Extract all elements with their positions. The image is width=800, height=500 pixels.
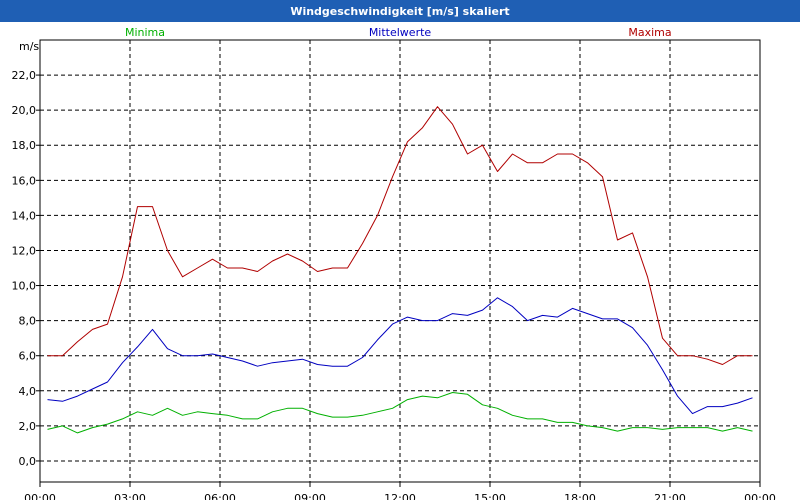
y-axis-ticks: 0,0 2,0 4,0 6,0 8,0 10,0 12,0 14,0 16,0 18,0 20,0 2… (12, 69, 40, 468)
y-tick-label: 22,0 (12, 69, 37, 82)
y-tick-label: 20,0 (12, 104, 37, 117)
x-tick-time: 15:00 (474, 492, 506, 500)
x-tick-time: 00:00 (24, 492, 56, 500)
y-tick-label: 8,0 (19, 315, 37, 328)
x-tick-time: 06:00 (204, 492, 236, 500)
series-lines (47, 106, 753, 434)
chart-title: Windgeschwindigkeit [m/s] skaliert (290, 4, 510, 18)
x-tick-time: 09:00 (294, 492, 326, 500)
x-tick-time: 00:00 (744, 492, 776, 500)
series-line-mittelwerte (47, 297, 753, 415)
y-tick-label: 2,0 (19, 420, 37, 433)
series-line-minima (47, 392, 753, 434)
wind-speed-chart: 0,0 2,0 4,0 6,0 8,0 10,0 12,0 14,0 16,0 18,0 20,0 2… (12, 26, 776, 500)
x-tick-time: 18:00 (564, 492, 596, 500)
y-tick-label: 4,0 (19, 385, 37, 398)
grid (40, 40, 760, 482)
y-tick-label: 10,0 (12, 280, 37, 293)
y-tick-label: 14,0 (12, 209, 37, 222)
x-axis-ticks: 00:0004.05.2103:0004.05.2106:0004.05.210… (24, 482, 776, 500)
legend-entry-mittelwerte: Mittelwerte (369, 26, 432, 39)
legend-entry-maxima: Maxima (628, 26, 671, 39)
x-tick-time: 03:00 (114, 492, 146, 500)
legend-entry-minima: Minima (125, 26, 165, 39)
y-tick-label: 12,0 (12, 244, 37, 257)
chart-title-bar: Windgeschwindigkeit [m/s] skaliert (0, 0, 800, 23)
x-tick-time: 12:00 (384, 492, 416, 500)
y-tick-label: 18,0 (12, 139, 37, 152)
y-tick-label: 6,0 (19, 350, 37, 363)
y-axis-label: m/s (19, 40, 39, 53)
y-tick-label: 0,0 (19, 455, 37, 468)
y-tick-label: 16,0 (12, 174, 37, 187)
x-tick-time: 21:00 (654, 492, 686, 500)
legend: Minima Mittelwerte Maxima (125, 26, 672, 39)
series-line-maxima (47, 106, 753, 365)
